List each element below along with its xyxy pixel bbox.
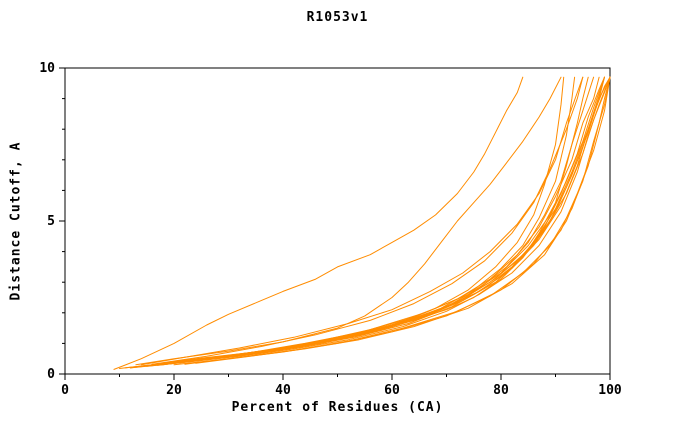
x-tick-label: 80 — [493, 383, 509, 398]
x-tick-label: 100 — [598, 383, 622, 398]
y-tick-label: 10 — [39, 61, 55, 76]
model-curve — [135, 76, 605, 368]
y-tick-label: 0 — [47, 367, 55, 382]
model-curve — [135, 76, 562, 366]
model-curve — [195, 76, 611, 364]
model-curve — [162, 76, 605, 366]
model-curve — [140, 76, 584, 366]
x-tick-label: 40 — [275, 383, 291, 398]
model-curve — [124, 76, 576, 369]
chart-title: R1053v1 — [306, 10, 369, 25]
x-tick-label: 20 — [166, 383, 182, 398]
model-curve — [140, 76, 595, 367]
x-tick-label: 60 — [384, 383, 400, 398]
model-curve — [173, 76, 611, 366]
y-tick-label: 5 — [47, 214, 55, 229]
model-curve — [151, 76, 600, 366]
x-axis-label: Percent of Residues (CA) — [231, 400, 444, 415]
model-curve — [151, 76, 584, 365]
model-curve — [162, 76, 605, 365]
model-curve — [135, 76, 605, 368]
model-curve — [129, 76, 611, 369]
model-curve — [113, 76, 524, 370]
x-tick-label: 0 — [61, 383, 69, 398]
